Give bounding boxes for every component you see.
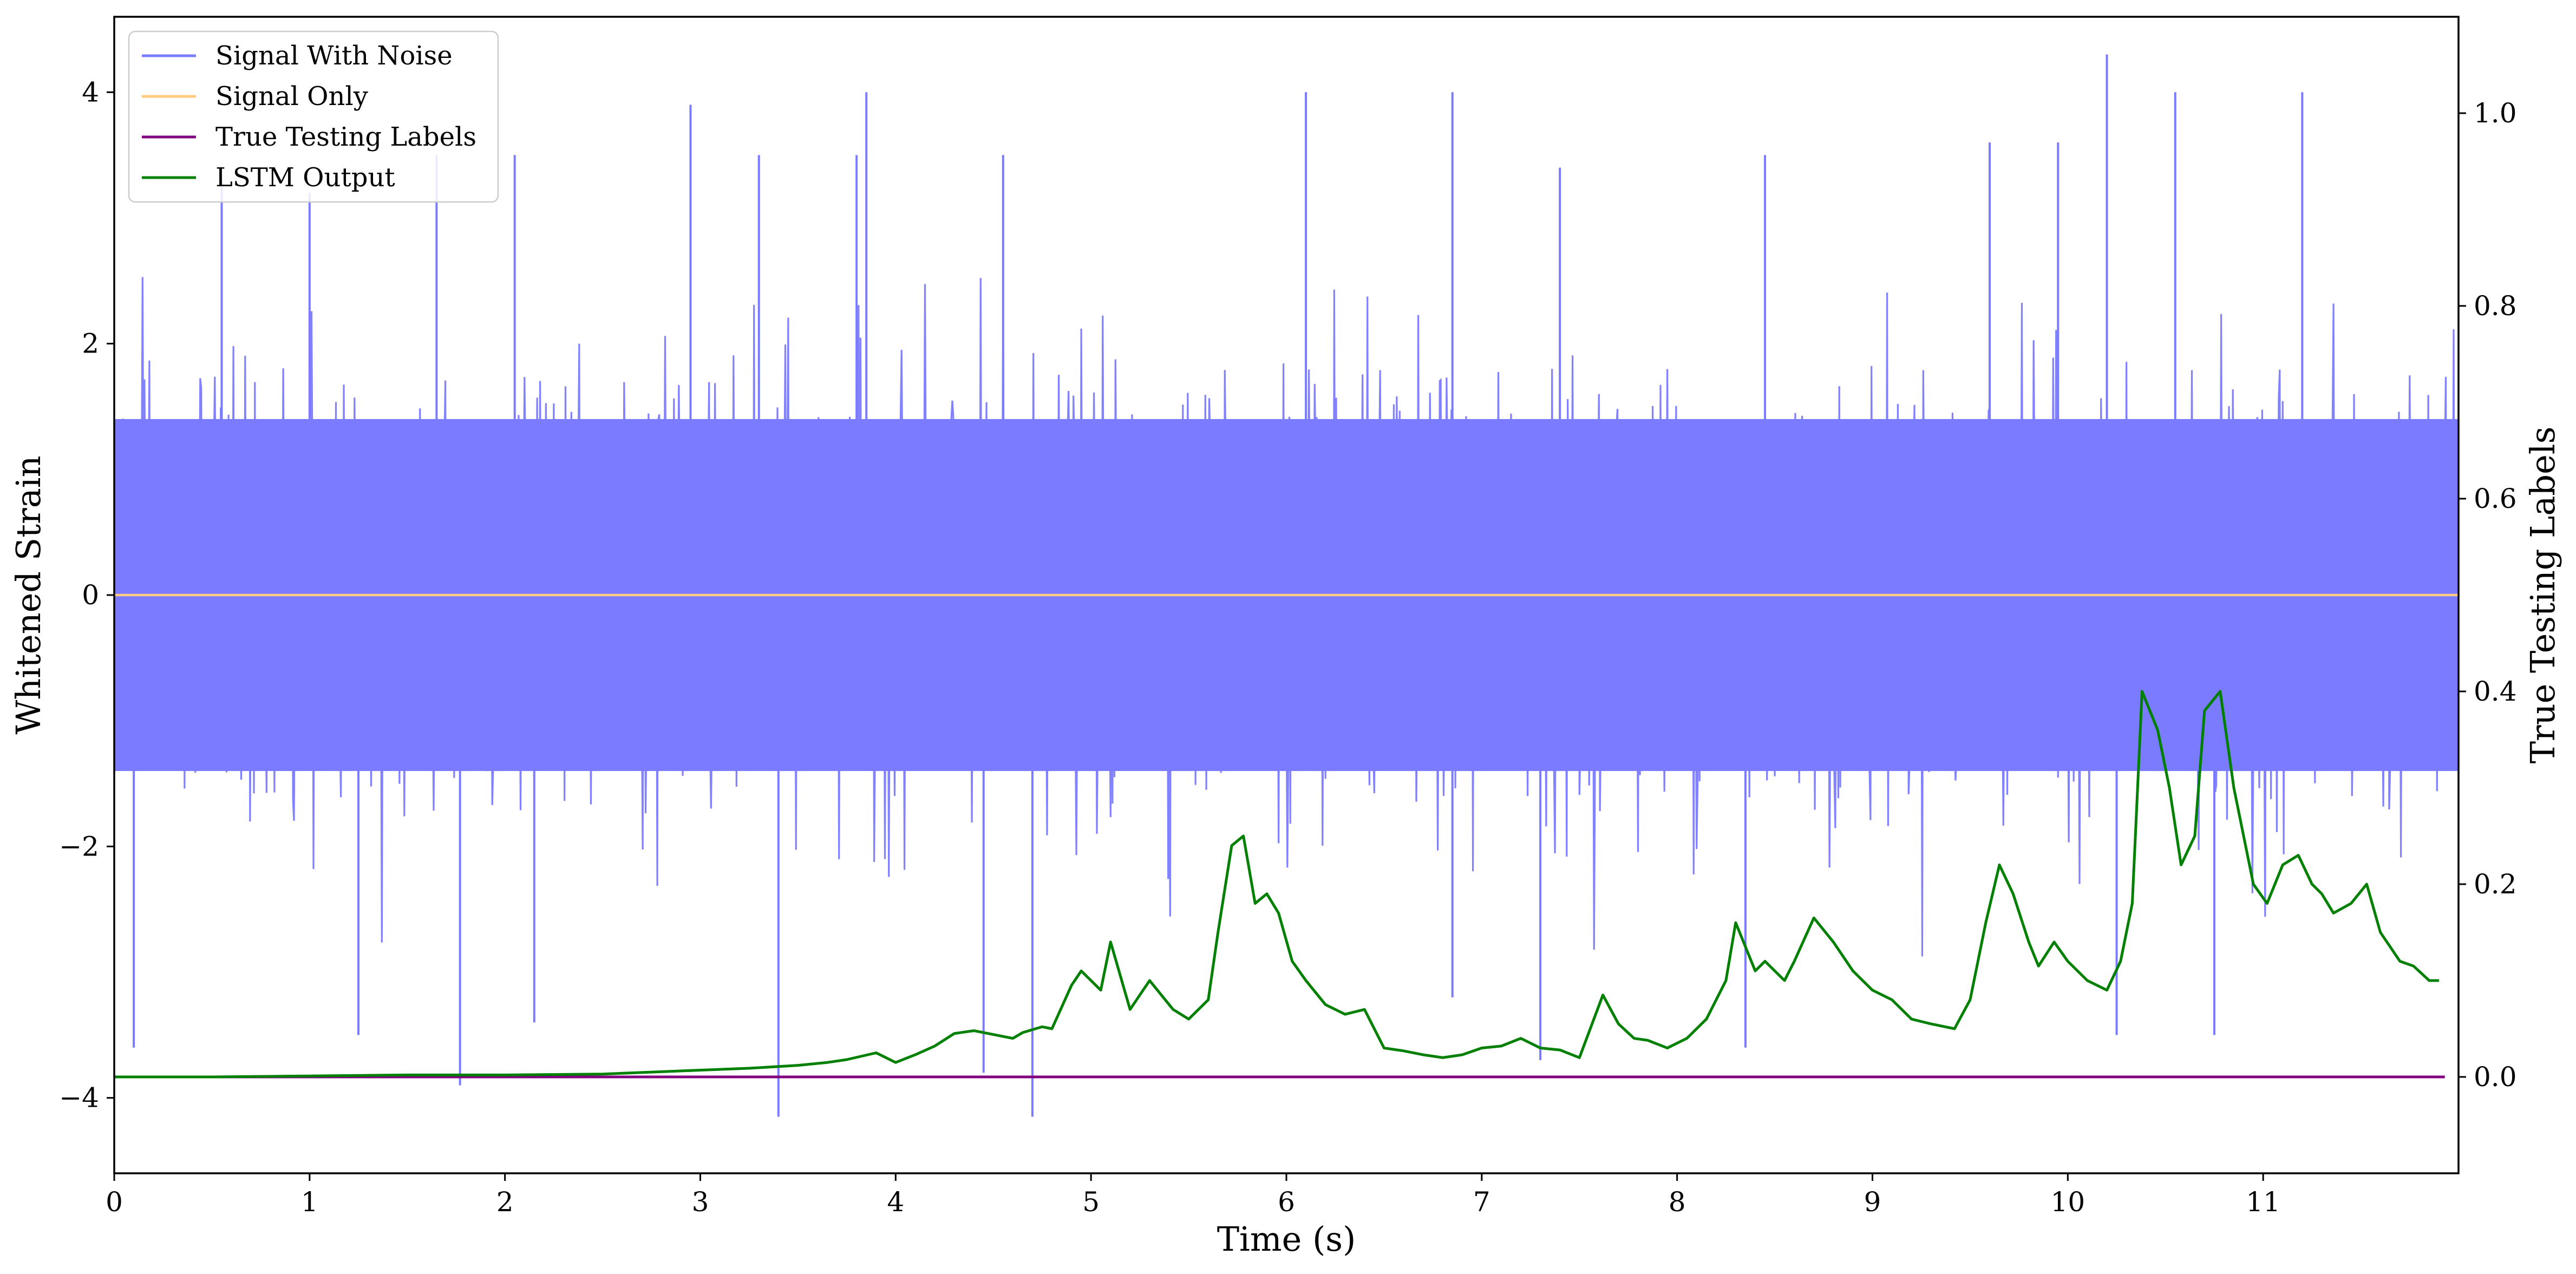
x-tick-label: 4: [887, 1186, 904, 1218]
right-y-tick-label: 0.8: [2474, 290, 2517, 322]
x-tick-label: 10: [2051, 1186, 2085, 1218]
x-tick-label: 8: [1669, 1186, 1686, 1218]
left-y-tick-label: −2: [59, 831, 99, 862]
right-y-axis-title: True Testing Labels: [2523, 427, 2562, 764]
right-y-tick-label: 0.0: [2474, 1061, 2517, 1093]
x-tick-label: 2: [496, 1186, 514, 1218]
series-layer: [114, 54, 2459, 1117]
right-y-tick-label: 0.6: [2474, 483, 2517, 514]
x-tick-label: 7: [1473, 1186, 1490, 1218]
legend-label-true-testing-labels: True Testing Labels: [215, 122, 476, 152]
right-y-axis: 0.0 0.2 0.4 0.6 0.8 1.0: [2459, 97, 2517, 1093]
left-y-tick-label: −4: [59, 1082, 99, 1114]
left-y-tick-label: 0: [82, 579, 99, 611]
x-axis-title: Time (s): [1217, 1219, 1356, 1259]
x-tick-label: 1: [301, 1186, 318, 1218]
right-y-tick-label: 0.4: [2474, 676, 2517, 707]
x-axis: 0 1 2 3 4 5 6 7 8 9 10 11: [106, 1173, 2280, 1218]
x-tick-label: 6: [1278, 1186, 1295, 1218]
x-tick-label: 11: [2246, 1186, 2280, 1218]
x-tick-label: 5: [1082, 1186, 1100, 1218]
x-tick-label: 0: [106, 1186, 123, 1218]
left-y-axis-title: Whitened Strain: [9, 456, 48, 735]
legend-label-signal-only: Signal Only: [215, 81, 368, 112]
legend-label-signal-with-noise: Signal With Noise: [215, 41, 453, 71]
x-tick-label: 3: [692, 1186, 709, 1218]
legend-box: [128, 30, 499, 203]
legend-label-lstm-output: LSTM Output: [215, 162, 395, 193]
right-y-tick-label: 1.0: [2474, 97, 2517, 129]
left-y-tick-label: 2: [82, 328, 99, 360]
left-y-axis: −4 −2 0 2 4: [59, 76, 114, 1114]
x-tick-label: 9: [1864, 1186, 1881, 1218]
left-y-tick-label: 4: [82, 76, 99, 108]
right-y-tick-label: 0.2: [2474, 868, 2517, 900]
series-lstm-output-line: [114, 690, 2439, 1079]
legend: Signal With Noise Signal Only True Testing…: [128, 30, 499, 203]
